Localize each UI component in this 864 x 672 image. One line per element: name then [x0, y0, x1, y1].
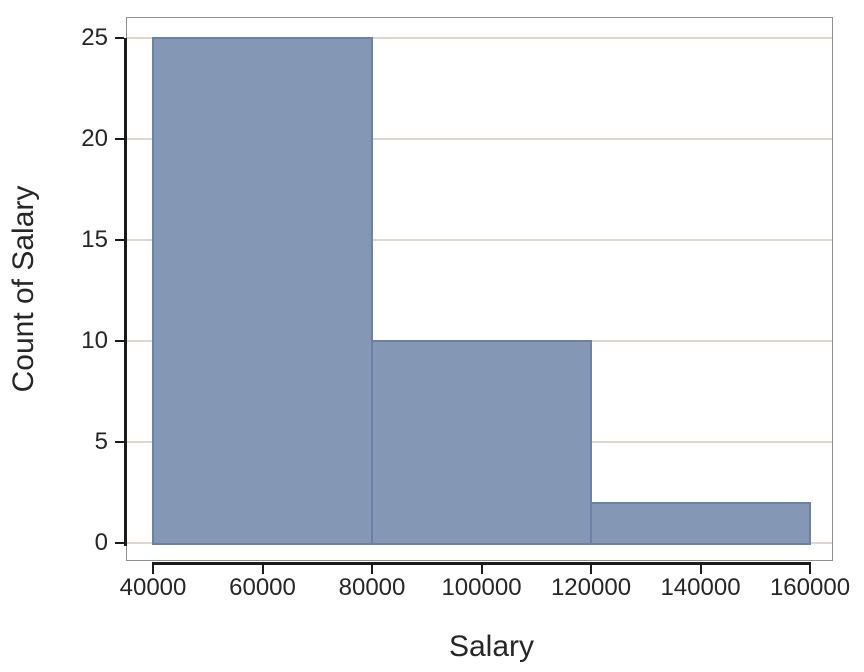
- gridline-y-20: [127, 138, 832, 140]
- x-tick-mark: [809, 565, 811, 574]
- histogram-bar: [152, 37, 373, 545]
- y-tick-label: 20: [81, 125, 108, 152]
- x-tick-label: 160000: [769, 574, 851, 601]
- x-tick-mark: [261, 565, 264, 574]
- x-tick-mark: [371, 565, 373, 574]
- y-tick-mark: [115, 441, 124, 443]
- x-tick-label: 100000: [441, 574, 522, 601]
- x-tick-label: 140000: [660, 574, 741, 601]
- y-axis-spine: [124, 38, 127, 546]
- histogram-bar: [590, 501, 811, 545]
- x-tick-mark: [699, 565, 702, 574]
- x-tick-mark: [590, 565, 592, 574]
- y-tick-label: 25: [81, 24, 108, 51]
- x-axis-spine: [152, 562, 811, 565]
- gridline-y-25: [127, 37, 832, 39]
- y-tick-label: 15: [81, 226, 108, 253]
- histogram-bar: [371, 340, 592, 545]
- x-tick-label: 120000: [550, 574, 632, 601]
- y-axis-title: Count of Salary: [7, 185, 40, 393]
- y-tick-mark: [115, 37, 124, 39]
- y-tick-label: 0: [94, 529, 108, 556]
- x-axis-title: Salary: [448, 630, 535, 663]
- x-tick-label: 80000: [338, 574, 406, 601]
- y-tick-label: 10: [81, 327, 108, 354]
- y-tick-mark: [115, 542, 124, 544]
- y-tick-mark: [115, 138, 124, 140]
- y-tick-mark: [115, 340, 124, 342]
- x-tick-label: 60000: [229, 574, 296, 601]
- y-tick-mark: [115, 239, 124, 241]
- y-tick-label: 5: [94, 428, 108, 455]
- x-tick-mark: [480, 565, 483, 574]
- x-tick-mark: [152, 565, 154, 574]
- gridline-y-15: [127, 239, 832, 241]
- x-tick-label: 40000: [119, 574, 187, 601]
